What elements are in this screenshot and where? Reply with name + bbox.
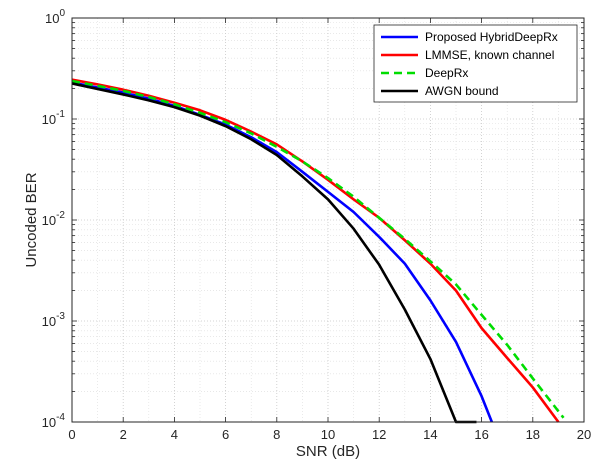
y-tick-label: 10-1 bbox=[42, 109, 66, 127]
x-tick-label: 10 bbox=[321, 427, 335, 442]
y-tick-label: 100 bbox=[45, 8, 65, 26]
y-axis-label: Uncoded BER bbox=[23, 172, 40, 267]
series-layer bbox=[71, 78, 565, 424]
x-tick-label: 2 bbox=[120, 427, 127, 442]
x-tick-label: 12 bbox=[372, 427, 386, 442]
legend-label: LMMSE, known channel bbox=[425, 48, 554, 62]
x-tick-label: 0 bbox=[68, 427, 75, 442]
x-tick-labels: 0 2 4 6 8 10 12 14 16 18 20 bbox=[68, 427, 591, 442]
series-line-proposed-hybriddeeprx bbox=[71, 81, 494, 423]
x-tick-label: 6 bbox=[222, 427, 229, 442]
x-tick-label: 14 bbox=[423, 427, 437, 442]
legend-label: AWGN bound bbox=[425, 84, 499, 98]
x-axis-label: SNR (dB) bbox=[296, 443, 360, 460]
legend: Proposed HybridDeepRx LMMSE, known channe… bbox=[373, 24, 578, 103]
x-tick-label: 8 bbox=[273, 427, 280, 442]
series-line-awgn-bound bbox=[71, 82, 477, 424]
y-tick-label: 10-4 bbox=[42, 412, 66, 430]
y-tick-label: 10-2 bbox=[42, 210, 66, 228]
tick-marks bbox=[71, 17, 585, 423]
x-tick-label: 4 bbox=[171, 427, 178, 442]
legend-label: Proposed HybridDeepRx bbox=[425, 30, 558, 44]
series-line-deeprx bbox=[71, 79, 565, 419]
x-tick-label: 18 bbox=[526, 427, 540, 442]
legend-label: DeepRx bbox=[425, 66, 468, 80]
x-tick-label: 16 bbox=[474, 427, 488, 442]
y-tick-label: 10-3 bbox=[42, 311, 66, 329]
x-tick-label: 20 bbox=[577, 427, 591, 442]
y-tick-labels: 10-4 10-3 10-2 10-1 100 bbox=[42, 8, 66, 430]
